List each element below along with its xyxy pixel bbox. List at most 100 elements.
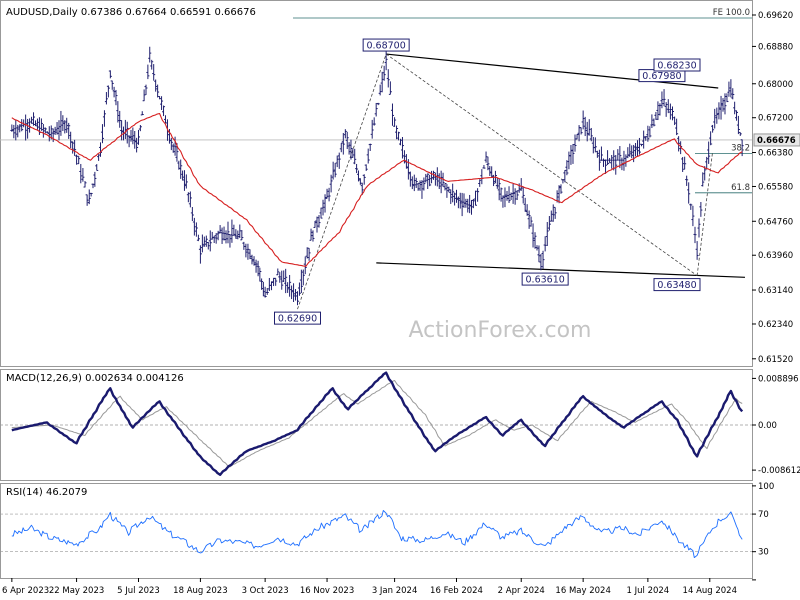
price-bar xyxy=(16,124,20,138)
price-bar xyxy=(325,188,329,199)
price-bar xyxy=(169,137,173,151)
price-bar xyxy=(441,172,445,187)
price-bar xyxy=(284,268,288,294)
price-bar xyxy=(299,269,303,293)
price-bar xyxy=(254,259,258,273)
level-label: 0.63480 xyxy=(653,278,701,292)
price-bar xyxy=(736,115,740,135)
price-bar xyxy=(93,171,97,187)
price-bar xyxy=(319,207,323,219)
price-bar xyxy=(471,198,475,209)
price-bar xyxy=(519,178,523,191)
price-bar xyxy=(154,79,158,92)
price-bar xyxy=(142,89,146,102)
x-tick-label: 2 Apr 2024 xyxy=(498,586,545,596)
price-bar xyxy=(156,84,160,98)
price-bar xyxy=(606,150,610,166)
price-bar xyxy=(212,235,216,243)
price-bar xyxy=(51,128,55,143)
price-bar xyxy=(551,204,555,222)
price-bar xyxy=(269,281,273,291)
price-bar xyxy=(67,122,71,139)
price-bar xyxy=(587,119,591,136)
price-bar xyxy=(232,224,236,236)
last-price-tag: 0.66676 xyxy=(753,133,800,147)
last-price-text: 0.66676 xyxy=(757,136,796,146)
price-bar xyxy=(460,192,464,217)
price-bar xyxy=(118,110,122,128)
price-bar xyxy=(517,183,521,193)
price-bar xyxy=(735,110,739,121)
price-y-label: 0.62340 xyxy=(758,320,793,330)
price-bar xyxy=(162,105,166,117)
price-bar xyxy=(656,101,660,121)
price-bar xyxy=(691,205,695,227)
price-bar xyxy=(616,149,620,161)
price-bar xyxy=(689,203,693,210)
price-bar xyxy=(129,129,133,142)
price-bar xyxy=(709,131,713,146)
price-bar xyxy=(501,195,505,208)
price-bar xyxy=(693,226,697,244)
price-bar xyxy=(673,116,677,126)
price-bar xyxy=(420,180,424,199)
rsi-panel-frame xyxy=(0,483,753,579)
price-bar xyxy=(416,182,420,191)
price-bar xyxy=(535,245,539,251)
price-bar xyxy=(261,282,265,297)
price-bar xyxy=(32,112,36,126)
price-bar xyxy=(222,226,226,241)
price-bar xyxy=(466,198,470,213)
price-bar xyxy=(196,234,200,242)
upper-trendline xyxy=(386,53,719,89)
price-bar xyxy=(713,108,717,129)
x-tick-label: 1 Jul 2024 xyxy=(627,586,670,596)
price-bar xyxy=(286,282,290,293)
price-bar xyxy=(449,189,453,204)
price-bar xyxy=(345,131,349,149)
price-bar xyxy=(398,138,402,146)
price-bar xyxy=(545,221,549,246)
price-bar xyxy=(83,181,87,188)
level-label: 0.63610 xyxy=(521,272,569,286)
price-bar xyxy=(294,289,298,301)
price-bar xyxy=(112,86,116,98)
price-bar xyxy=(194,222,198,237)
price-bar xyxy=(337,152,341,169)
price-bar xyxy=(705,156,709,170)
price-bar xyxy=(731,88,735,100)
price-bar xyxy=(206,241,210,250)
x-tick-label: 22 May 2023 xyxy=(49,586,104,596)
price-bar xyxy=(329,174,333,193)
price-bar xyxy=(372,117,376,126)
price-bar xyxy=(635,140,639,157)
price-bar xyxy=(703,166,707,181)
price-y-label: 0.61520 xyxy=(758,355,793,365)
price-bar xyxy=(468,194,472,214)
price-bar xyxy=(116,101,120,123)
price-bar xyxy=(585,121,589,142)
price-bar xyxy=(541,250,545,269)
price-bar xyxy=(521,186,525,204)
price-bar xyxy=(341,132,345,155)
price-bar xyxy=(729,79,733,98)
macd-y-label: -0.008612 xyxy=(758,466,800,476)
price-bar xyxy=(323,194,327,213)
price-bar xyxy=(192,217,196,236)
price-bar xyxy=(513,188,517,205)
price-bar xyxy=(97,154,101,161)
price-bar xyxy=(230,219,234,243)
x-tick-label: 16 May 2024 xyxy=(555,586,610,596)
price-bar xyxy=(188,191,192,208)
price-bar xyxy=(133,130,137,149)
price-bar xyxy=(650,114,654,129)
price-bar xyxy=(707,141,711,164)
price-bar xyxy=(256,260,260,277)
price-bar xyxy=(539,254,543,271)
price-bar xyxy=(640,143,644,147)
price-bar xyxy=(95,164,99,171)
price-bar xyxy=(171,143,175,153)
price-bar xyxy=(307,247,311,261)
price-bar xyxy=(553,206,557,219)
price-bar xyxy=(575,133,579,140)
